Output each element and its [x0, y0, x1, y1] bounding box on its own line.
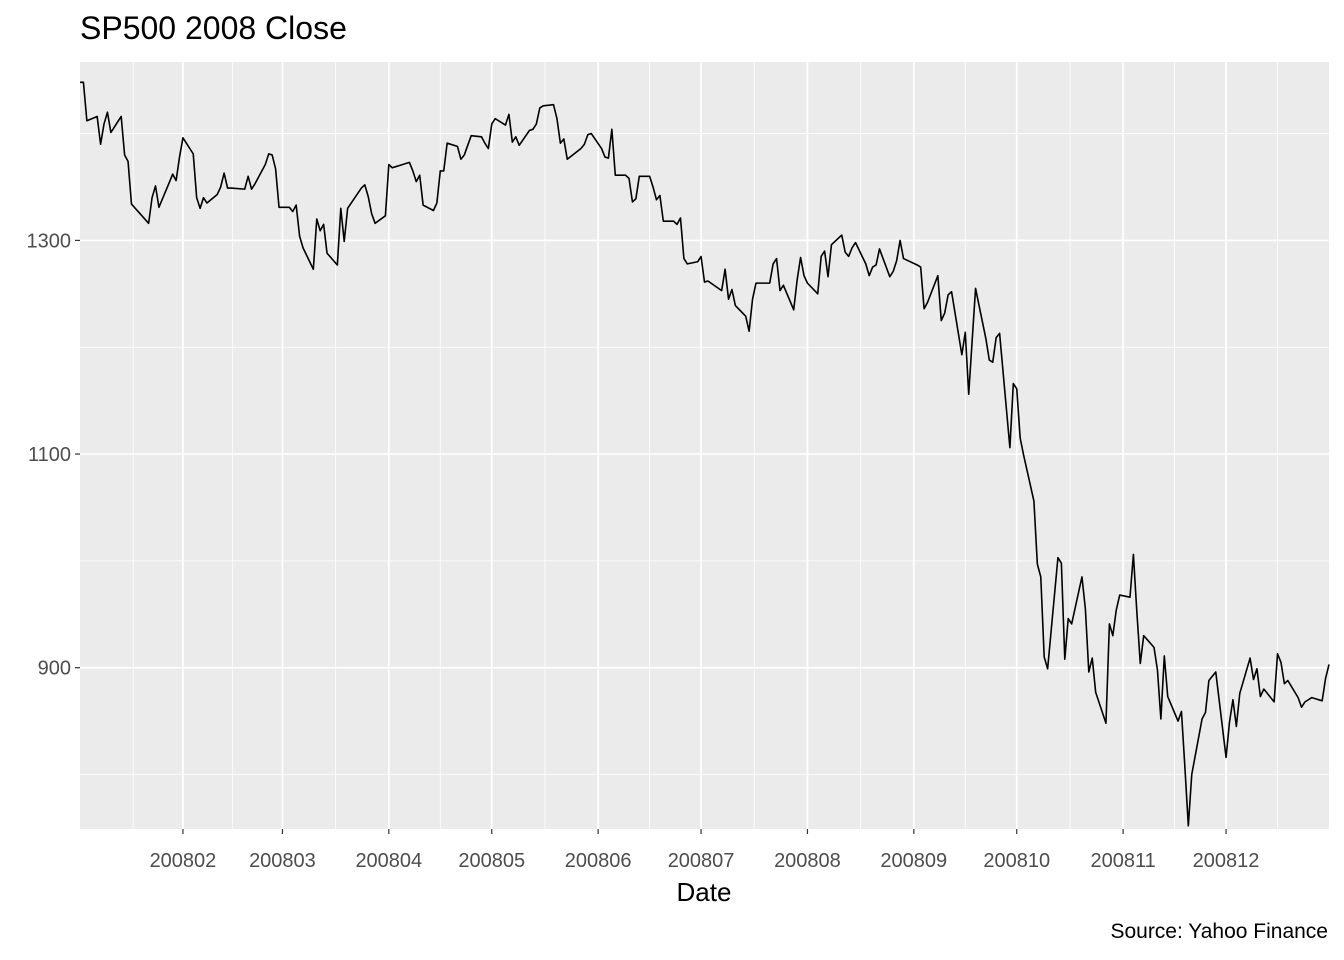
grid-minor-x: [132, 62, 1278, 829]
y-tick-label-900: 900: [38, 658, 71, 680]
x-tick-label-200806: 200806: [565, 850, 632, 872]
grid-major-y: [80, 239, 1329, 669]
plot-panel: [80, 62, 1329, 829]
x-tick-label-200809: 200809: [880, 850, 947, 872]
chart-title: SP500 2008 Close: [80, 10, 347, 46]
x-tick-label-200807: 200807: [668, 850, 735, 872]
grid-minor-y: [80, 133, 1329, 775]
x-tick-label-200811: 200811: [1090, 850, 1155, 872]
chart-caption: Source: Yahoo Finance: [1110, 920, 1328, 943]
y-tick-label-1300: 1300: [27, 230, 72, 252]
series-layer: [80, 81, 1330, 827]
x-tick-label-200805: 200805: [458, 850, 525, 872]
x-tick-label-200810: 200810: [983, 850, 1050, 872]
x-tick-label-200804: 200804: [355, 850, 422, 872]
x-tick-label-200803: 200803: [249, 850, 316, 872]
x-tick-label-200808: 200808: [774, 850, 841, 872]
y-axis: 900 1100 1300: [27, 230, 80, 680]
x-tick-label-200812: 200812: [1193, 850, 1260, 872]
y-tick-label-1100: 1100: [28, 444, 71, 466]
x-tick-label-200802: 200802: [150, 850, 217, 872]
series-line-0: [80, 81, 1330, 827]
x-axis-title: Date: [677, 877, 732, 907]
x-axis: 200802 200803 200804 200805 200806 200807 2008…: [150, 829, 1260, 872]
grid-major-x: [182, 62, 1227, 829]
